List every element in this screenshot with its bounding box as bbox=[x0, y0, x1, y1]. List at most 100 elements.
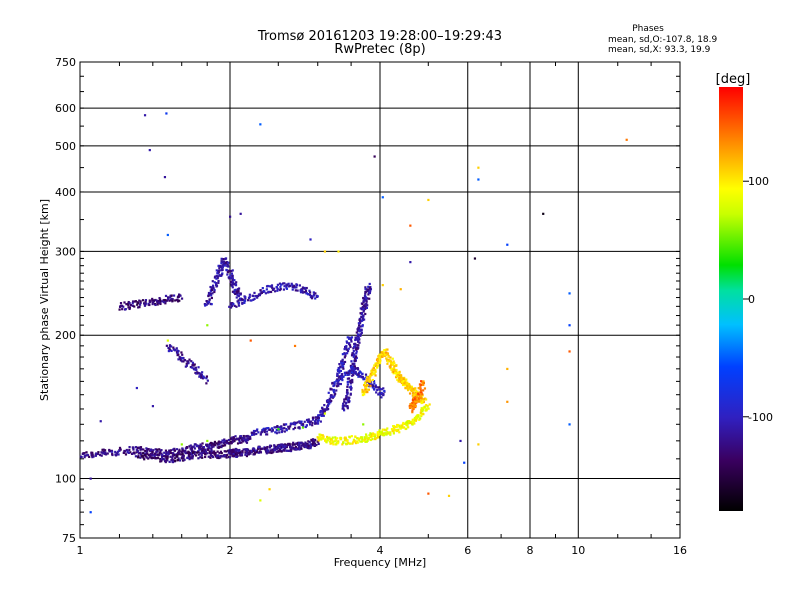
trace-point bbox=[320, 409, 323, 413]
trace-point bbox=[377, 364, 380, 367]
trace-point bbox=[421, 400, 424, 403]
trace-point bbox=[275, 286, 278, 289]
trace-point bbox=[365, 306, 368, 310]
colorbar-tick-label: 0 bbox=[748, 293, 755, 306]
trace-point bbox=[394, 371, 397, 375]
colorbar-tick-label: 100 bbox=[748, 175, 769, 188]
scatter-point bbox=[373, 155, 376, 158]
trace-point bbox=[275, 447, 279, 450]
trace-point bbox=[351, 352, 354, 355]
trace-point bbox=[379, 393, 382, 396]
trace-point bbox=[380, 353, 383, 356]
trace-point bbox=[193, 447, 196, 450]
trace-point bbox=[201, 442, 204, 445]
trace-point bbox=[158, 453, 161, 457]
trace-point bbox=[378, 353, 381, 356]
trace-point bbox=[351, 365, 354, 368]
trace-point bbox=[409, 403, 412, 406]
trace-point bbox=[253, 448, 256, 451]
trace-point bbox=[359, 371, 362, 374]
trace-point bbox=[318, 414, 321, 417]
trace-point bbox=[417, 415, 420, 418]
trace-point bbox=[174, 299, 177, 302]
trace-point bbox=[231, 269, 234, 272]
trace-point bbox=[245, 435, 248, 438]
trace-point bbox=[356, 437, 359, 440]
trace-point bbox=[343, 437, 346, 440]
trace-point bbox=[299, 420, 303, 423]
trace-point bbox=[367, 385, 371, 388]
trace-point bbox=[357, 372, 360, 376]
trace-point bbox=[175, 448, 178, 451]
trace-point bbox=[102, 450, 105, 453]
trace-point bbox=[394, 376, 398, 379]
trace-point bbox=[335, 385, 339, 388]
trace-point bbox=[269, 449, 272, 452]
trace-point bbox=[385, 433, 388, 436]
trace-point bbox=[377, 356, 381, 359]
trace-point bbox=[345, 439, 348, 442]
scatter-point bbox=[477, 443, 480, 446]
trace-point bbox=[165, 459, 168, 462]
trace-point bbox=[211, 284, 215, 287]
trace-point bbox=[190, 453, 193, 456]
trace-point bbox=[247, 296, 251, 300]
trace-point bbox=[192, 451, 195, 454]
trace-point bbox=[300, 288, 303, 291]
trace-point bbox=[152, 456, 155, 459]
trace-point bbox=[202, 446, 205, 449]
trace-point bbox=[223, 264, 226, 267]
trace-point bbox=[342, 402, 345, 405]
trace-point bbox=[168, 460, 171, 463]
trace-point bbox=[284, 423, 288, 426]
trace-point bbox=[314, 421, 317, 424]
trace-point bbox=[319, 435, 322, 439]
trace-point bbox=[377, 393, 380, 396]
trace-point bbox=[139, 448, 142, 451]
trace-point bbox=[176, 455, 179, 458]
trace-point bbox=[366, 439, 369, 442]
trace-point bbox=[370, 434, 373, 437]
trace-point bbox=[398, 378, 401, 381]
trace-point bbox=[249, 437, 252, 440]
trace-point bbox=[361, 319, 364, 322]
trace-point bbox=[354, 346, 357, 349]
trace-point bbox=[298, 446, 301, 450]
trace-point bbox=[306, 446, 309, 449]
trace-point bbox=[229, 303, 233, 306]
trace-point bbox=[273, 290, 277, 293]
y-tick-labels: 75 100 200 300 400 500 600 750 bbox=[55, 56, 76, 545]
trace-point bbox=[220, 445, 223, 449]
trace-point bbox=[169, 299, 172, 302]
trace-point bbox=[217, 454, 220, 457]
trace-point bbox=[189, 444, 192, 447]
trace-point bbox=[179, 294, 182, 297]
trace-point bbox=[333, 391, 336, 394]
trace-point bbox=[239, 299, 242, 302]
trace-point bbox=[349, 379, 352, 382]
scatter-point bbox=[135, 386, 138, 390]
trace-point bbox=[251, 433, 254, 436]
trace-point bbox=[317, 419, 320, 422]
trace-point bbox=[164, 294, 168, 298]
trace-point bbox=[379, 432, 382, 435]
trace-point bbox=[168, 299, 171, 302]
trace-point bbox=[360, 311, 364, 315]
trace-point bbox=[309, 291, 312, 294]
trace-point bbox=[381, 428, 384, 431]
trace-point bbox=[338, 362, 341, 366]
trace-point bbox=[120, 304, 124, 307]
trace-point bbox=[338, 369, 341, 372]
colorbar-tick-label: -100 bbox=[748, 411, 773, 424]
trace-point bbox=[213, 281, 216, 284]
trace-point bbox=[400, 424, 404, 427]
trace-point bbox=[148, 453, 151, 457]
trace-point bbox=[335, 379, 338, 382]
trace-point bbox=[354, 355, 358, 358]
trace-point bbox=[124, 308, 127, 311]
trace-point bbox=[290, 282, 293, 285]
trace-point bbox=[401, 423, 405, 426]
trace-point bbox=[368, 382, 371, 385]
trace-point bbox=[347, 441, 350, 445]
trace-point bbox=[282, 288, 286, 291]
